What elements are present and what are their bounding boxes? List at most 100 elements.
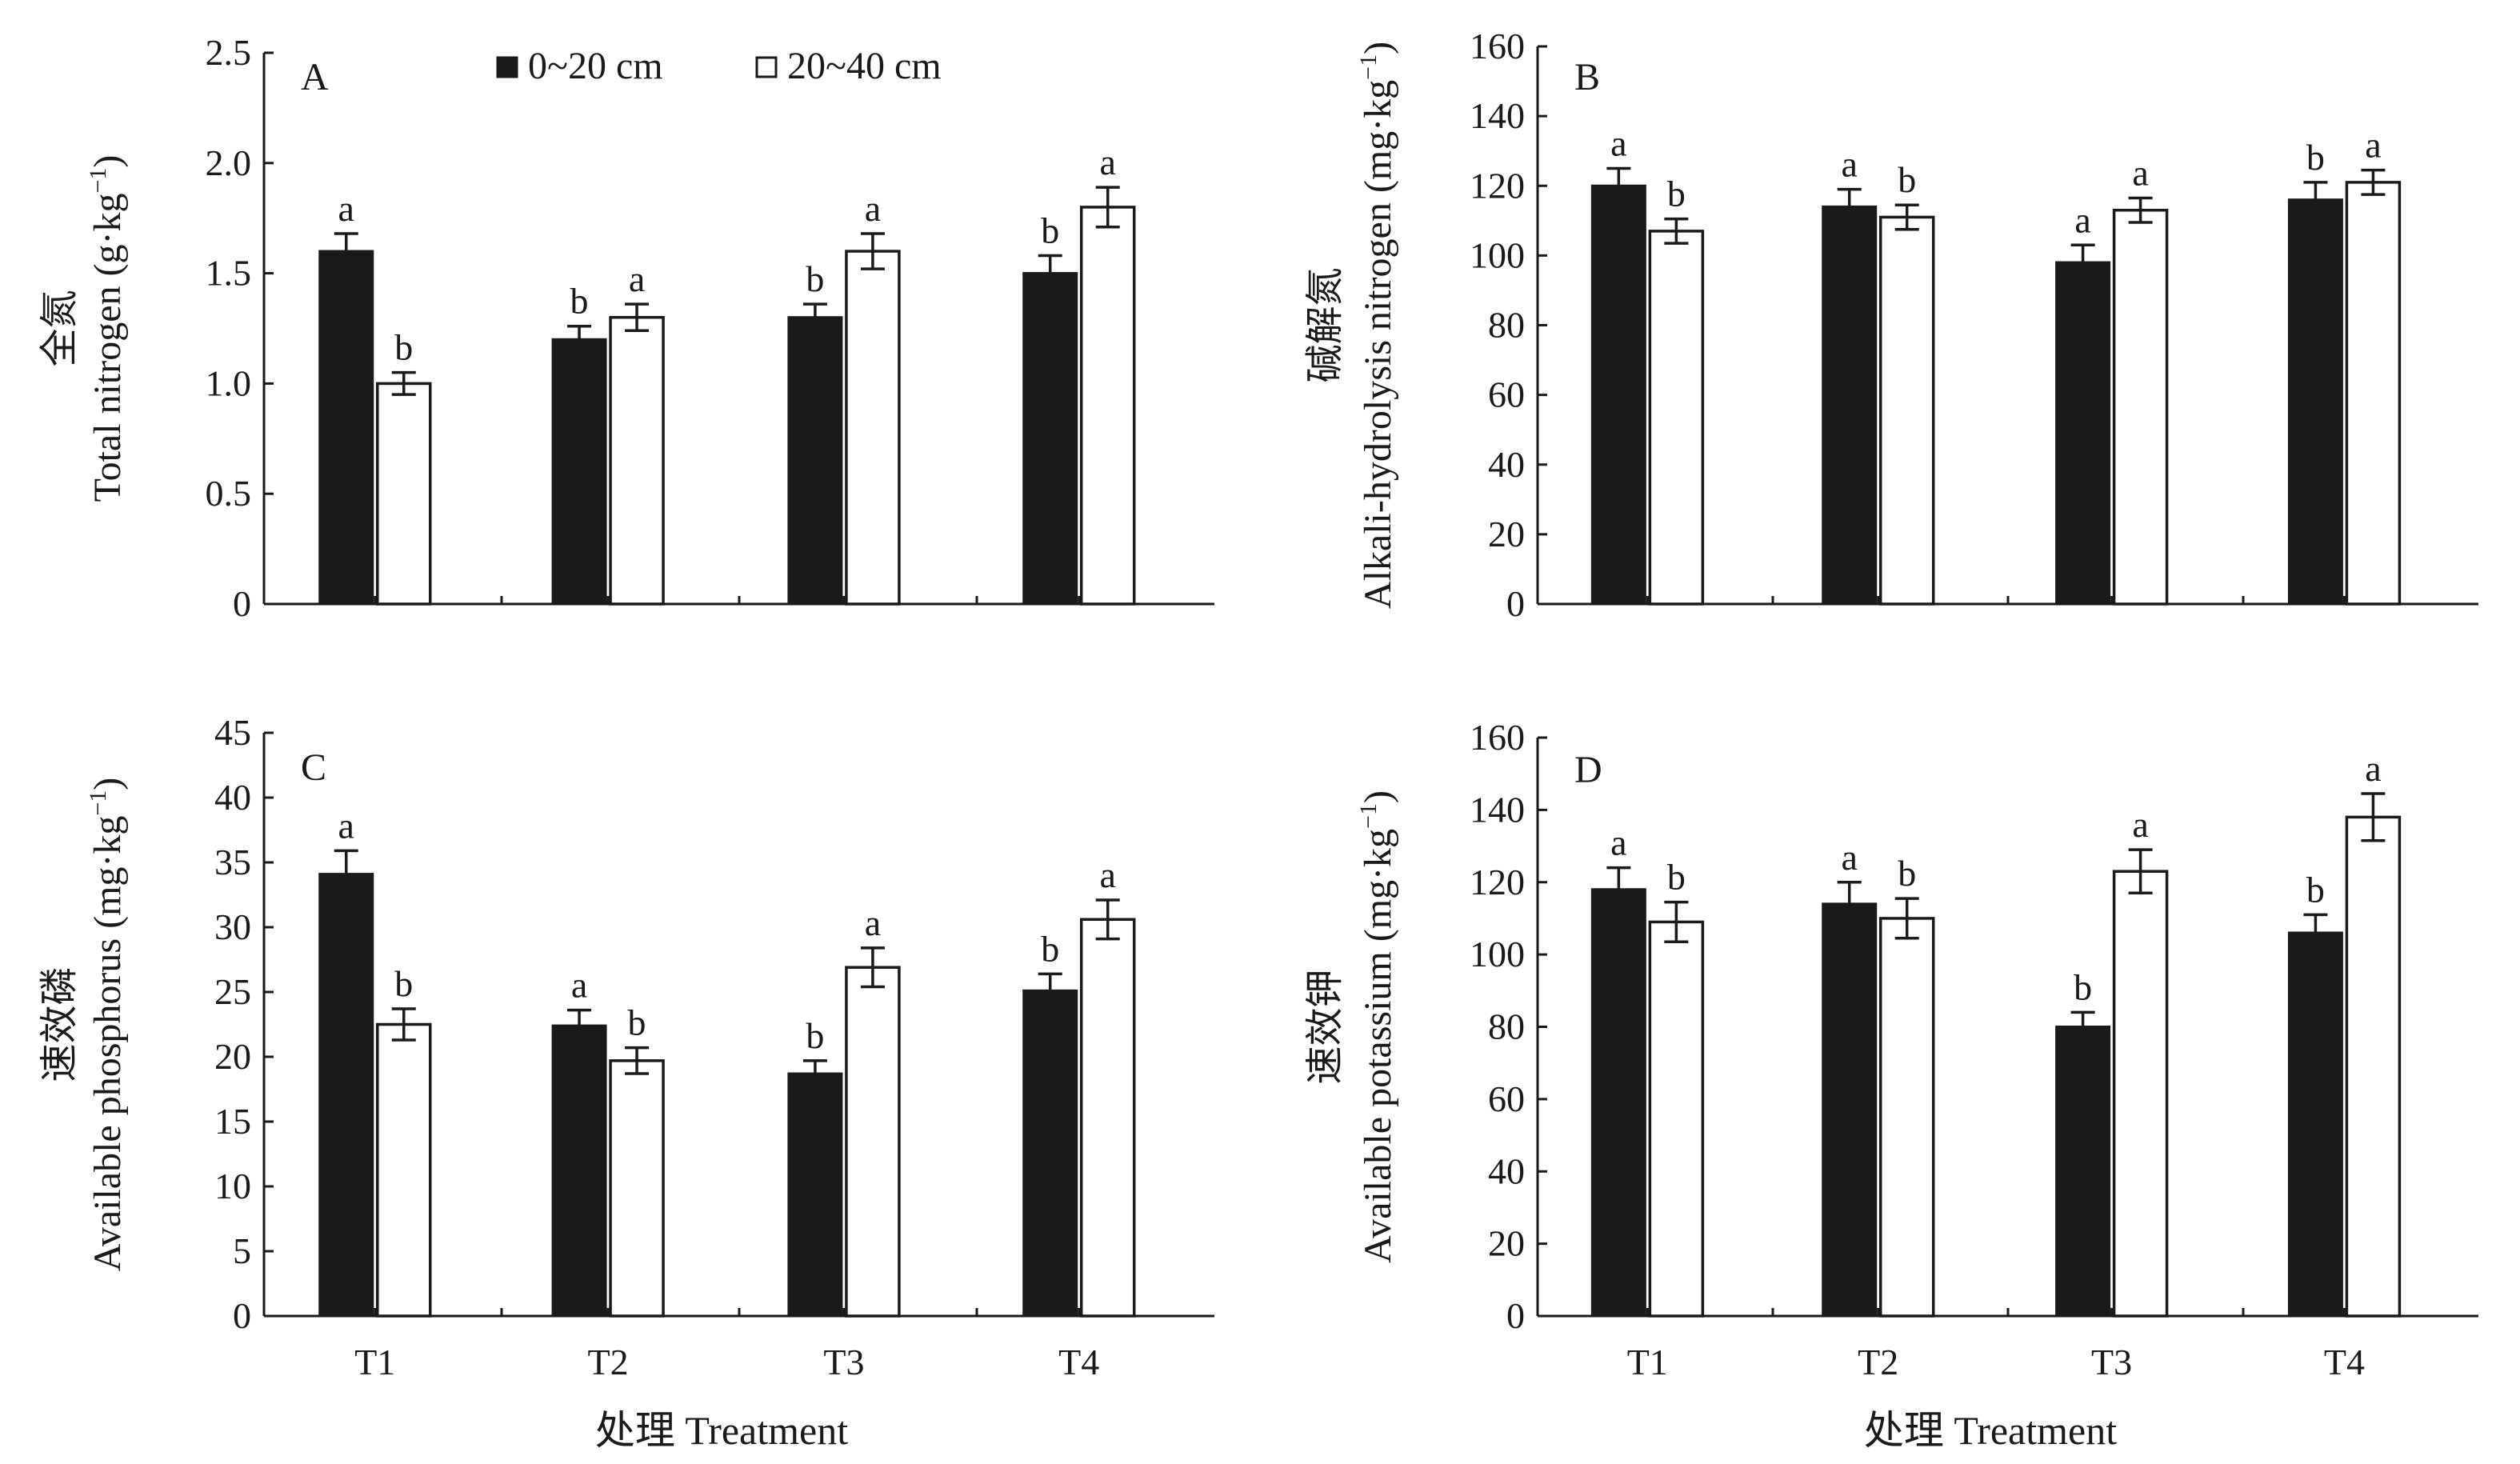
significance-letter: a — [1099, 142, 1115, 182]
y-tick-label: 60 — [1488, 374, 1525, 415]
error-bar — [2303, 181, 2328, 219]
y-tick-label: 30 — [214, 906, 251, 947]
error-bar — [391, 1007, 416, 1042]
error-bar — [1837, 881, 1862, 927]
error-bar — [802, 302, 827, 333]
bar — [1878, 917, 1935, 1318]
legend: 0~20 cm 20~40 cm — [496, 45, 942, 87]
error-bar — [567, 1008, 592, 1043]
error-bar — [802, 1059, 827, 1089]
bar — [318, 250, 374, 606]
significance-letter: a — [2132, 152, 2148, 193]
bar — [2112, 870, 2169, 1318]
x-tick-label: T2 — [588, 1342, 629, 1382]
error-bar — [1095, 186, 1120, 229]
error-bar — [1664, 217, 1689, 245]
x-tick-label: T3 — [2091, 1342, 2132, 1382]
y-tick-label: 20 — [1488, 1223, 1525, 1264]
error-bar — [2128, 196, 2153, 224]
y-tick-label: 15 — [214, 1101, 251, 1142]
bar — [2112, 208, 2169, 606]
bar — [551, 1024, 607, 1318]
bar — [787, 1072, 843, 1318]
y-tick-label: 80 — [1488, 1006, 1525, 1047]
significance-letter: a — [1610, 822, 1626, 863]
bar — [2055, 1026, 2111, 1318]
xlabel-c: 处理 Treatment — [595, 1408, 848, 1453]
significance-letter: b — [570, 281, 589, 322]
panel-letter-a: A — [301, 56, 329, 98]
significance-letter: a — [338, 805, 354, 846]
y-tick-label: 20 — [1488, 514, 1525, 554]
ylabel-en-a-text: Total nitrogen (g·kg — [86, 194, 129, 502]
ylabel-en-a-close: ) — [86, 155, 129, 168]
error-bar — [2303, 913, 2328, 953]
y-tick-label: 60 — [1488, 1078, 1525, 1119]
significance-letter: b — [628, 1002, 646, 1043]
y-tick-label: 35 — [214, 842, 251, 882]
significance-letter: a — [338, 188, 354, 229]
panel-letter-c: C — [301, 746, 326, 789]
x-tick-label: T1 — [1627, 1342, 1668, 1382]
significance-letter: a — [865, 902, 881, 943]
error-bar — [1606, 166, 1631, 205]
y-tick-label: 0 — [233, 583, 251, 624]
error-bar — [2361, 168, 2386, 196]
significance-letter: b — [2306, 137, 2325, 178]
bar — [2345, 181, 2402, 606]
y-tick-label: 40 — [1488, 1150, 1525, 1191]
ylabel-cn-a: 全氮 — [38, 290, 81, 366]
bar — [1648, 920, 1705, 1318]
bar — [609, 315, 665, 606]
significance-letter: b — [2074, 966, 2092, 1007]
y-tick-label: 40 — [1488, 444, 1525, 485]
y-tick-label: 40 — [214, 777, 251, 818]
error-bar — [1038, 254, 1062, 293]
bar — [1878, 215, 1935, 606]
significance-letter: a — [865, 188, 881, 229]
significance-letter: a — [1842, 837, 1858, 878]
ylabel-en-b-text: Alkali-hydrolysis nitrogen (mg·kg — [1357, 80, 1399, 609]
ylabel-en-c-sup: −1 — [85, 790, 111, 816]
error-bar — [860, 946, 885, 989]
panel-letter-d: D — [1574, 749, 1602, 791]
y-tick-label: 2.5 — [206, 32, 252, 73]
bar — [1822, 205, 1878, 606]
ylabel-en-d: Available potassium (mg·kg−1) — [1355, 790, 1399, 1263]
x-tick-label: T4 — [2324, 1342, 2365, 1382]
error-bar — [334, 232, 358, 270]
y-tick-label: 10 — [214, 1166, 251, 1206]
y-tick-label: 5 — [233, 1230, 251, 1271]
y-tick-label: 160 — [1470, 26, 1525, 66]
panel-d: D 速效钾 Available potassium (mg·kg−1) 处理 T… — [1304, 717, 2478, 1453]
error-bar — [1606, 866, 1631, 913]
error-bar — [1837, 187, 1862, 226]
bar — [376, 1022, 432, 1318]
bar — [318, 873, 374, 1318]
significance-letter: b — [394, 963, 413, 1004]
y-tick-label: 100 — [1470, 234, 1525, 275]
bar — [1022, 989, 1078, 1318]
error-bar — [625, 1046, 650, 1075]
legend-label-0-20cm: 0~20 cm — [528, 45, 663, 87]
y-tick-label: 45 — [214, 712, 251, 753]
bar — [1822, 902, 1878, 1318]
x-tick-label: T2 — [1858, 1342, 1898, 1382]
x-tick-label: T4 — [1058, 1342, 1099, 1382]
error-bar — [1038, 972, 1062, 1010]
bar — [1079, 918, 1136, 1318]
ylabel-en-c-text: Available phosphorus (mg·kg — [86, 816, 129, 1272]
bar — [1022, 272, 1078, 606]
error-bar — [2070, 1010, 2095, 1043]
error-bar — [2361, 792, 2386, 842]
panel-b: B 碱解氮 Alkali-hydrolysis nitrogen (mg·kg−… — [1304, 26, 2478, 624]
ylabel-en-a-sup: −1 — [85, 168, 111, 194]
ylabel-en-d-text: Available potassium (mg·kg — [1357, 829, 1399, 1263]
panel-letter-b: B — [1574, 56, 1600, 98]
x-tick-label: T1 — [354, 1342, 395, 1382]
significance-letter: a — [1842, 144, 1858, 185]
bar — [1590, 888, 1646, 1318]
significance-letter: a — [2132, 804, 2148, 845]
y-tick-label: 140 — [1470, 789, 1525, 830]
ylabel-en-c: Available phosphorus (mg·kg−1) — [85, 778, 129, 1272]
